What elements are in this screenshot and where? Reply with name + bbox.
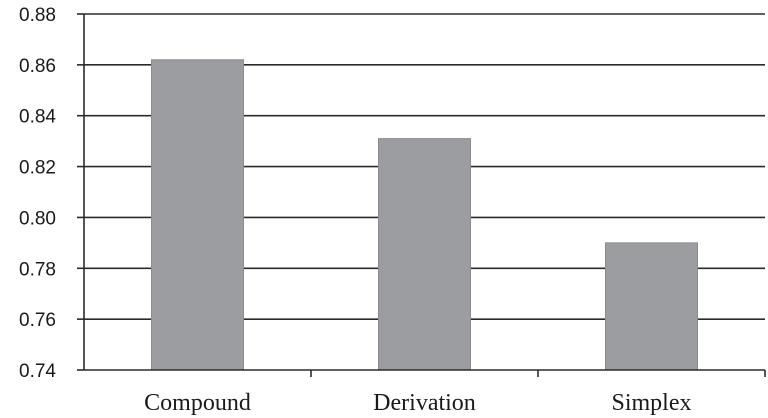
y-tick-label: 0.88 xyxy=(19,5,56,26)
axes xyxy=(83,14,766,377)
bar-simplex xyxy=(605,242,698,371)
y-tick-label: 0.80 xyxy=(19,208,56,229)
x-tick-label: Compound xyxy=(144,390,251,416)
x-tick-labels: Compound Derivation Simplex xyxy=(144,390,691,416)
y-tick-label: 0.84 xyxy=(19,107,56,128)
bars xyxy=(151,59,698,371)
bar-derivation xyxy=(378,138,471,371)
bar-compound xyxy=(151,59,244,371)
y-tick-label: 0.74 xyxy=(19,361,56,382)
x-tick-label: Simplex xyxy=(611,390,691,416)
y-tick-label: 0.82 xyxy=(19,158,56,179)
y-tick-labels: 0.74 0.76 0.78 0.80 0.82 0.84 0.86 0.88 xyxy=(19,5,56,382)
x-tick-label: Derivation xyxy=(373,390,476,416)
y-tick-label: 0.86 xyxy=(19,56,56,77)
y-tick-label: 0.76 xyxy=(19,310,56,331)
y-tick-label: 0.78 xyxy=(19,259,56,280)
